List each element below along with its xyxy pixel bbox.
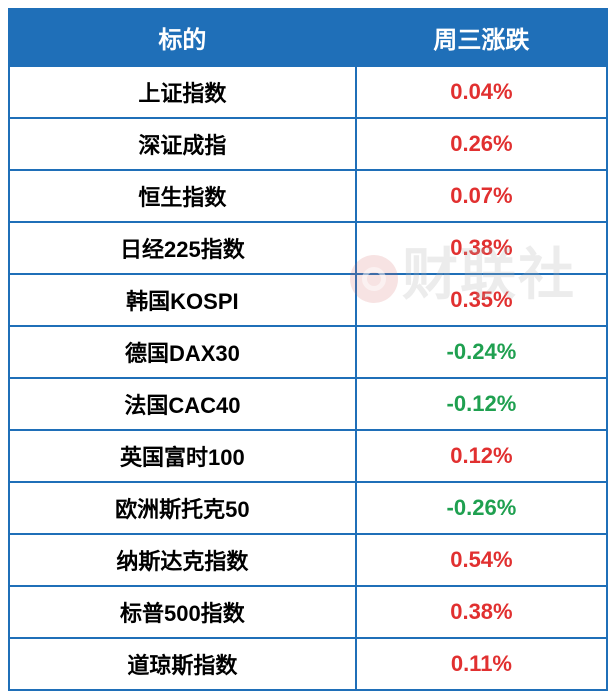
index-name-cell: 上证指数 <box>9 66 356 118</box>
table-row: 道琼斯指数0.11% <box>9 638 607 690</box>
index-name-cell: 标普500指数 <box>9 586 356 638</box>
index-name-cell: 德国DAX30 <box>9 326 356 378</box>
table-body: 上证指数0.04%深证成指0.26%恒生指数0.07%日经225指数0.38%韩… <box>9 66 607 690</box>
table-row: 韩国KOSPI0.35% <box>9 274 607 326</box>
index-change-cell: -0.24% <box>356 326 607 378</box>
index-change-cell: 0.04% <box>356 66 607 118</box>
table-row: 深证成指0.26% <box>9 118 607 170</box>
index-change-cell: 0.07% <box>356 170 607 222</box>
table-row: 法国CAC40-0.12% <box>9 378 607 430</box>
index-change-cell: -0.12% <box>356 378 607 430</box>
index-change-cell: 0.38% <box>356 586 607 638</box>
col-header-name: 标的 <box>9 9 356 66</box>
index-change-cell: 0.12% <box>356 430 607 482</box>
index-change-cell: -0.26% <box>356 482 607 534</box>
index-name-cell: 道琼斯指数 <box>9 638 356 690</box>
table-row: 恒生指数0.07% <box>9 170 607 222</box>
index-change-cell: 0.26% <box>356 118 607 170</box>
index-change-cell: 0.54% <box>356 534 607 586</box>
index-change-cell: 0.11% <box>356 638 607 690</box>
index-change-cell: 0.38% <box>356 222 607 274</box>
table-row: 标普500指数0.38% <box>9 586 607 638</box>
table-row: 欧洲斯托克50-0.26% <box>9 482 607 534</box>
index-table-container: 标的 周三涨跌 上证指数0.04%深证成指0.26%恒生指数0.07%日经225… <box>0 0 616 699</box>
col-header-change: 周三涨跌 <box>356 9 607 66</box>
index-name-cell: 深证成指 <box>9 118 356 170</box>
index-name-cell: 恒生指数 <box>9 170 356 222</box>
index-name-cell: 英国富时100 <box>9 430 356 482</box>
index-change-cell: 0.35% <box>356 274 607 326</box>
index-name-cell: 纳斯达克指数 <box>9 534 356 586</box>
index-name-cell: 欧洲斯托克50 <box>9 482 356 534</box>
table-row: 纳斯达克指数0.54% <box>9 534 607 586</box>
index-name-cell: 韩国KOSPI <box>9 274 356 326</box>
table-row: 日经225指数0.38% <box>9 222 607 274</box>
table-row: 英国富时1000.12% <box>9 430 607 482</box>
table-row: 德国DAX30-0.24% <box>9 326 607 378</box>
index-name-cell: 日经225指数 <box>9 222 356 274</box>
table-row: 上证指数0.04% <box>9 66 607 118</box>
index-name-cell: 法国CAC40 <box>9 378 356 430</box>
index-change-table: 标的 周三涨跌 上证指数0.04%深证成指0.26%恒生指数0.07%日经225… <box>8 8 608 691</box>
table-header-row: 标的 周三涨跌 <box>9 9 607 66</box>
